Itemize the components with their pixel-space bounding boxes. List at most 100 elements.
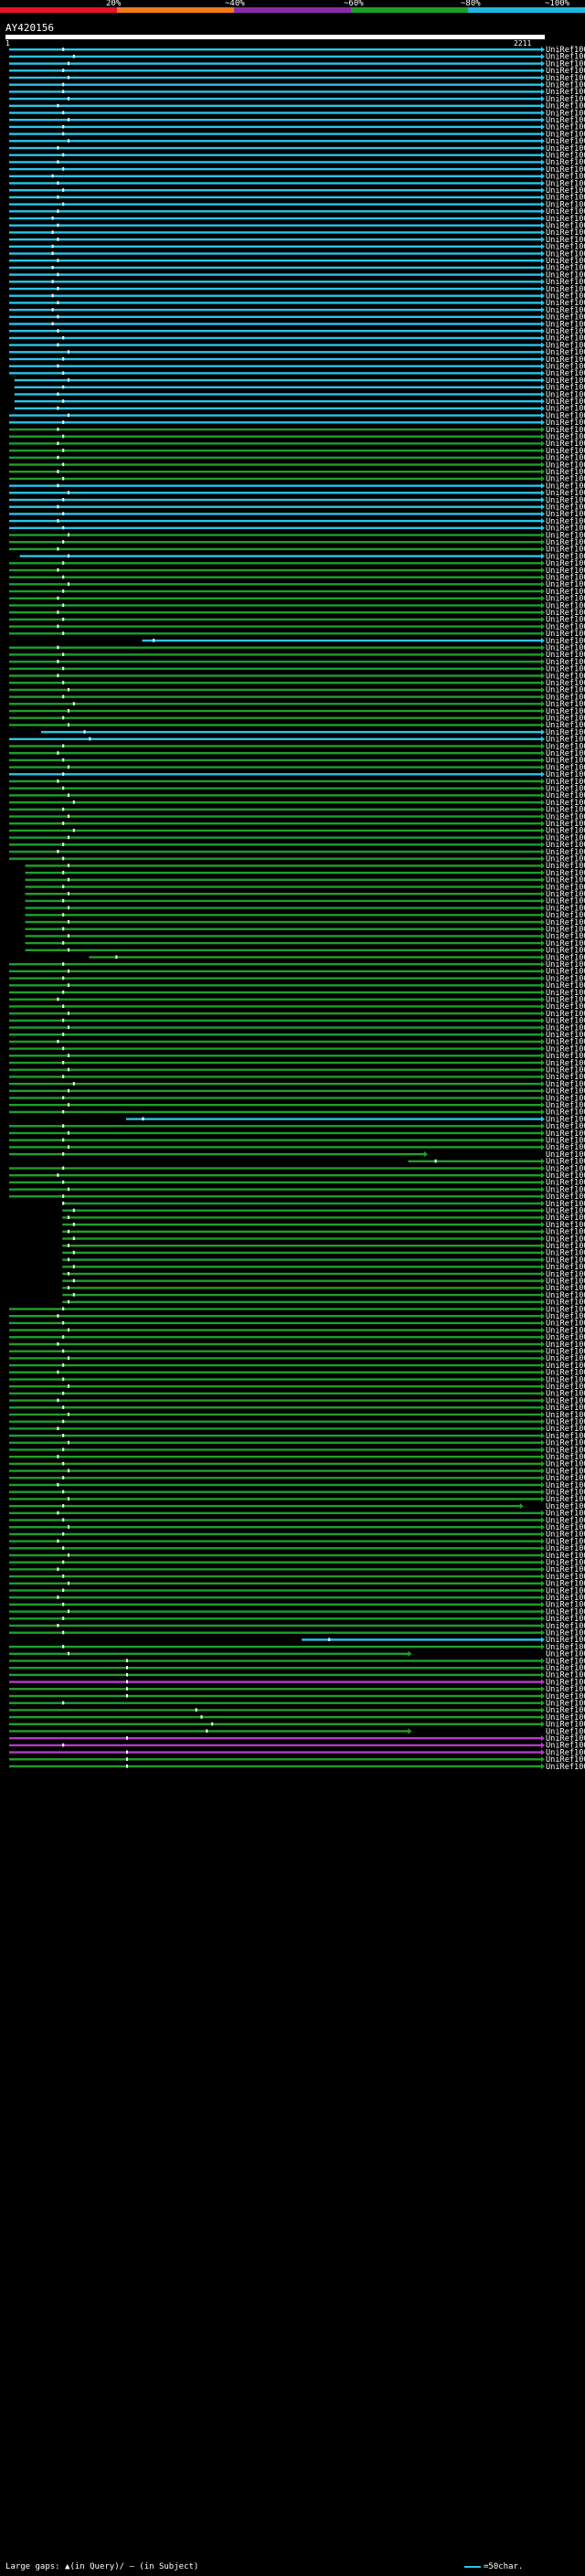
hit-alignment-bar[interactable] — [9, 1406, 541, 1409]
hit-alignment-bar[interactable] — [9, 492, 541, 494]
hit-label[interactable]: UniRef100_P10798 — [546, 257, 585, 266]
hit-row[interactable]: UniRef100_Q39743 — [9, 791, 585, 800]
hit-alignment-bar[interactable] — [9, 1005, 541, 1008]
hit-alignment-bar[interactable] — [9, 576, 541, 578]
hit-row[interactable]: UniRef100_A6N164 — [9, 1333, 585, 1342]
hit-label[interactable]: UniRef100_P22433 — [546, 707, 585, 716]
hit-alignment-bar[interactable] — [9, 1342, 541, 1346]
hit-label[interactable]: UniRef100_A8NR76 — [546, 1678, 585, 1687]
hit-alignment-bar[interactable] — [9, 1019, 541, 1022]
hit-label[interactable]: UniRef100_Q9ZRS6 — [546, 1354, 585, 1363]
hit-alignment-bar[interactable] — [9, 589, 541, 593]
hit-row[interactable]: UniRef100_P10796 — [9, 179, 585, 188]
hit-alignment-bar[interactable] — [9, 787, 541, 790]
hit-row[interactable]: UniRef100_Q9ZWG7 — [9, 1460, 585, 1469]
hit-row[interactable]: UniRef100_Q9SAW5 — [9, 1531, 585, 1540]
hit-alignment-bar[interactable] — [62, 1272, 541, 1276]
hit-label[interactable]: UniRef100_C5T1Y2 — [546, 46, 585, 55]
hit-label[interactable]: UniRef100_Q9XGB5 — [546, 116, 585, 125]
hit-alignment-bar[interactable] — [9, 238, 541, 241]
hit-label[interactable]: UniRef100_Q9T105 — [546, 278, 585, 287]
hit-label[interactable]: UniRef100_Q9ZSR0 — [546, 1263, 585, 1272]
hit-label[interactable]: UniRef100_A1YN93 — [546, 285, 585, 294]
hit-label[interactable]: UniRef100_P29684 — [546, 574, 585, 583]
hit-label[interactable]: UniRef100_B9S5G3 — [546, 173, 585, 182]
hit-alignment-bar[interactable] — [9, 182, 541, 185]
hit-row[interactable]: UniRef100_Q10784 — [25, 947, 585, 956]
hit-row[interactable]: UniRef100_P19318 — [9, 1031, 585, 1040]
hit-row[interactable]: UniRef100_P18566 — [9, 1341, 585, 1350]
hit-alignment-bar[interactable] — [9, 758, 541, 762]
hit-row[interactable]: UniRef100_Q0FRZ3 — [9, 1721, 585, 1730]
hit-row[interactable]: UniRef100_B9H2A7 — [9, 102, 585, 111]
hit-label[interactable]: UniRef100_P05349 — [546, 419, 585, 428]
hit-row[interactable]: UniRef100_Q8ZP07 — [9, 186, 585, 196]
hit-alignment-bar[interactable] — [9, 1610, 541, 1613]
hit-alignment-bar[interactable] — [9, 260, 541, 262]
hit-row[interactable]: UniRef100_Q10786 — [9, 1017, 585, 1026]
hit-label[interactable]: UniRef100_Q2QTJ7 — [546, 1235, 585, 1244]
hit-label[interactable]: UniRef100_Q3LFG4 — [546, 651, 585, 660]
hit-label[interactable]: UniRef100_Q9SAV7 — [546, 1601, 585, 1610]
hit-row[interactable]: UniRef100_Q41582 — [9, 1396, 585, 1405]
hit-row[interactable]: UniRef100_Q43832 — [9, 785, 585, 794]
hit-row[interactable]: UniRef100_B6RHX3 — [9, 1516, 585, 1525]
hit-row[interactable]: UniRef100_Q2Z571 — [9, 1101, 585, 1110]
hit-label[interactable]: UniRef100_Q10784 — [546, 947, 585, 956]
hit-alignment-bar[interactable] — [9, 519, 541, 523]
hit-row[interactable]: UniRef100_C0Z2N6 — [9, 1150, 585, 1160]
hit-label[interactable]: UniRef100_Q106Z6 — [546, 876, 585, 885]
hit-alignment-bar[interactable] — [9, 779, 541, 783]
hit-row[interactable]: UniRef100_Q8VV71 — [9, 1059, 585, 1068]
hit-label[interactable]: UniRef100_Q9ZSS0 — [546, 1425, 585, 1434]
hit-row[interactable]: UniRef100_Q9SWG6 — [19, 552, 585, 561]
hit-row[interactable]: UniRef100_Q107A2 — [25, 932, 585, 941]
hit-row[interactable]: UniRef100_Q3ECH3 — [9, 264, 585, 273]
hit-row[interactable]: UniRef100_A9PG69 — [14, 398, 585, 407]
hit-alignment-bar[interactable] — [9, 1456, 541, 1458]
hit-alignment-bar[interactable] — [9, 231, 541, 234]
hit-label[interactable]: UniRef100_Q9T035 — [546, 1755, 585, 1765]
hit-label[interactable]: UniRef100_Q42815 — [546, 67, 585, 76]
hit-label[interactable]: UniRef100_Q84NG5 — [546, 841, 585, 850]
hit-label[interactable]: UniRef100_P07180 — [546, 475, 585, 484]
hit-row[interactable]: UniRef100_Q49129 — [9, 1073, 585, 1082]
hit-label[interactable]: UniRef100_Q42822 — [546, 130, 585, 139]
hit-label[interactable]: UniRef100_Q04741 — [546, 827, 585, 836]
hit-label[interactable]: UniRef100_Q10624 — [546, 806, 585, 815]
hit-row[interactable]: UniRef100_Q41351 — [9, 461, 585, 470]
hit-row[interactable]: UniRef100_P08135 — [9, 236, 585, 245]
hit-alignment-bar[interactable] — [62, 1300, 541, 1303]
hit-label[interactable]: UniRef100_C1JZ32 — [546, 996, 585, 1005]
hit-row[interactable]: UniRef100_C1JZ32 — [9, 996, 585, 1005]
hit-alignment-bar[interactable] — [9, 372, 541, 375]
hit-label[interactable]: UniRef100_Q0INU1 — [546, 1502, 585, 1511]
hit-alignment-bar[interactable] — [9, 281, 541, 283]
hit-label[interactable]: UniRef100_Q43745 — [546, 292, 585, 302]
hit-label[interactable]: UniRef100_B8LPE1 — [546, 1657, 585, 1666]
hit-alignment-bar[interactable] — [9, 1483, 541, 1487]
hit-row[interactable]: UniRef100_A9NR68 — [9, 1700, 585, 1709]
hit-alignment-bar[interactable] — [9, 1498, 541, 1500]
hit-label[interactable]: UniRef100_Q43832 — [546, 785, 585, 794]
hit-alignment-bar[interactable] — [9, 1336, 541, 1339]
hit-label[interactable]: UniRef100_Q9SAW5 — [546, 1531, 585, 1540]
hit-alignment-bar[interactable] — [9, 217, 541, 220]
hit-row[interactable]: UniRef100_Q1WT14 — [62, 1214, 585, 1223]
hit-row[interactable]: UniRef100_A9PHE1 — [9, 165, 585, 175]
hit-row[interactable]: UniRef100_P69250 — [9, 313, 585, 323]
hit-alignment-bar[interactable] — [9, 513, 541, 515]
hit-row[interactable]: UniRef100_A4U250 — [9, 715, 585, 724]
hit-row[interactable]: UniRef100_A8NN28 — [9, 1742, 585, 1751]
hit-alignment-bar[interactable] — [25, 893, 542, 896]
hit-row[interactable]: UniRef100_Q01NY7 — [9, 1193, 585, 1202]
hit-row[interactable]: UniRef100_Q9XGX4 — [9, 447, 585, 456]
hit-alignment-bar[interactable] — [9, 1152, 424, 1156]
hit-label[interactable]: UniRef100_A9NLD6 — [546, 1692, 585, 1701]
hit-row[interactable]: UniRef100_Q9ZRI2 — [9, 1432, 585, 1441]
hit-alignment-bar[interactable] — [9, 526, 541, 529]
hit-label[interactable]: UniRef100_Q2V327 — [546, 243, 585, 252]
hit-alignment-bar[interactable] — [9, 745, 541, 747]
hit-label[interactable]: UniRef100_A9PG69 — [546, 398, 585, 407]
hit-label[interactable]: UniRef100_Q49130 — [546, 1066, 585, 1076]
